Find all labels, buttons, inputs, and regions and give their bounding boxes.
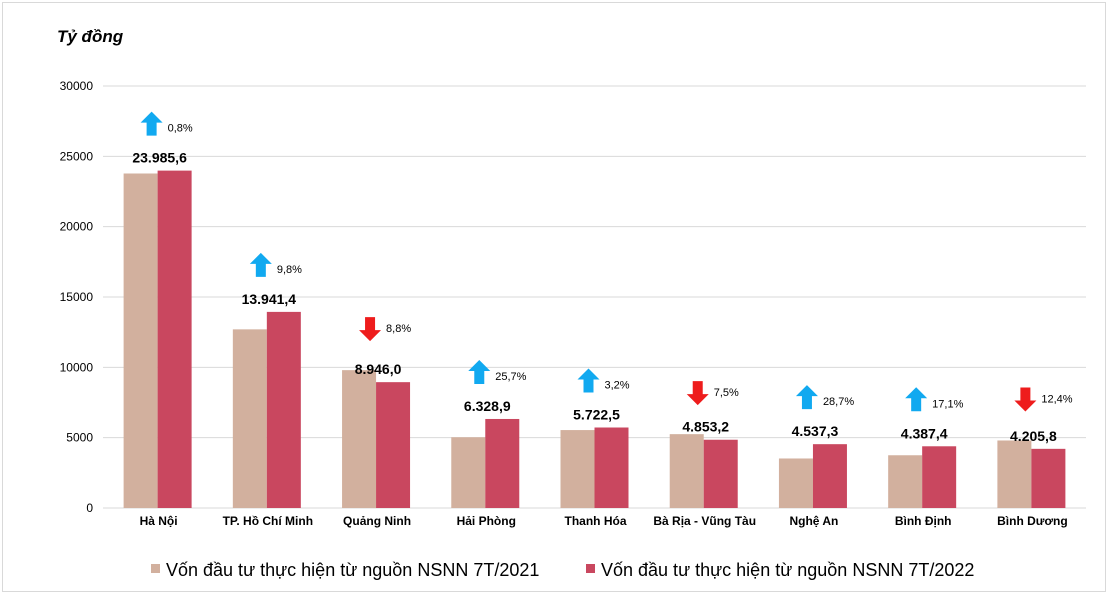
change-percent: 3,2% <box>605 380 630 392</box>
change-percent: 7,5% <box>714 387 739 399</box>
y-tick-label: 30000 <box>60 79 94 93</box>
category-label: Thanh Hóa <box>565 514 627 528</box>
category-label: Hải Phòng <box>457 514 516 528</box>
y-tick-label: 20000 <box>60 220 94 234</box>
category-label: Nghệ An <box>789 514 838 528</box>
category-label: Quảng Ninh <box>343 514 411 528</box>
category-label: TP. Hồ Chí Minh <box>223 514 313 528</box>
y-tick-label: 15000 <box>60 290 94 304</box>
bar-2022 <box>266 311 301 508</box>
data-label: 6.328,9 <box>464 398 511 414</box>
bars <box>123 170 1066 509</box>
y-axis-unit-label: Tỷ đồng <box>57 27 124 46</box>
legend-label-2022: Vốn đầu tư thực hiện từ nguồn NSNN 7T/20… <box>601 560 974 580</box>
arrow-up-icon <box>140 111 163 136</box>
change-percent: 8,8% <box>386 323 411 335</box>
legend-swatch-2022 <box>586 564 595 573</box>
y-tick-label: 25000 <box>60 149 94 163</box>
bar-2021 <box>123 173 158 508</box>
bar-2021 <box>560 430 595 508</box>
y-tick-label: 0 <box>86 501 93 515</box>
change-percent: 17,1% <box>932 398 963 410</box>
bar-2022 <box>594 427 629 508</box>
data-label: 4.205,8 <box>1010 428 1057 444</box>
bar-2022 <box>812 444 847 508</box>
bar-2022 <box>1031 448 1066 508</box>
change-percent: 28,7% <box>823 396 854 408</box>
data-label: 8.946,0 <box>355 361 402 377</box>
bar-2021 <box>997 440 1032 508</box>
bar-2021 <box>342 370 377 508</box>
data-label: 23.985,6 <box>132 150 187 166</box>
x-axis-categories: Hà Nội TP. Hồ Chí Minh Quảng Ninh Hải Phòng… <box>140 514 1068 528</box>
arrow-up-icon <box>577 368 600 393</box>
arrow-up-icon <box>905 387 928 412</box>
data-label: 4.853,2 <box>682 419 729 435</box>
arrow-up-icon <box>795 385 818 410</box>
bar-2022 <box>157 170 192 509</box>
data-label: 4.537,3 <box>792 423 839 439</box>
change-percent: 12,4% <box>1041 393 1072 405</box>
y-tick-label: 10000 <box>60 360 94 374</box>
y-axis-ticks: 0 5000 10000 15000 20000 25000 30000 <box>60 79 94 515</box>
legend: Vốn đầu tư thực hiện từ nguồn NSNN 7T/20… <box>151 560 974 580</box>
change-percent: 9,8% <box>277 264 302 276</box>
arrow-down-icon <box>686 381 709 406</box>
change-percent: 0,8% <box>168 123 193 135</box>
bar-2022 <box>376 382 411 508</box>
bar-2021 <box>232 329 267 508</box>
legend-swatch-2021 <box>151 564 160 573</box>
legend-label-2021: Vốn đầu tư thực hiện từ nguồn NSNN 7T/20… <box>166 560 539 580</box>
category-label: Bà Rịa - Vũng Tàu <box>653 514 756 528</box>
arrow-up-icon <box>468 359 491 384</box>
bar-2021 <box>778 458 813 508</box>
bar-2021 <box>669 434 704 508</box>
arrow-down-icon <box>359 317 382 342</box>
bar-2022 <box>703 439 738 508</box>
bar-2022 <box>485 418 520 508</box>
category-label: Bình Định <box>895 514 952 528</box>
category-label: Bình Dương <box>997 514 1068 528</box>
data-label: 13.941,4 <box>242 291 297 307</box>
data-labels: 23.985,6 13.941,4 8.946,0 6.328,9 5.722,5 4.8… <box>132 150 1057 444</box>
change-percent: 25,7% <box>495 371 526 383</box>
change-indicators: 0,8% 9,8% 8,8% 25,7% 3,2% 7,5% 28,7% 17,1% 12,4% <box>140 111 1073 412</box>
arrow-up-icon <box>249 252 272 277</box>
bar-2021 <box>451 437 486 508</box>
data-label: 5.722,5 <box>573 407 620 423</box>
bar-2022 <box>922 446 957 508</box>
category-label: Hà Nội <box>140 514 178 528</box>
bar-2021 <box>888 455 923 508</box>
data-label: 4.387,4 <box>901 425 948 441</box>
arrow-down-icon <box>1014 387 1037 412</box>
y-tick-label: 5000 <box>66 431 93 445</box>
